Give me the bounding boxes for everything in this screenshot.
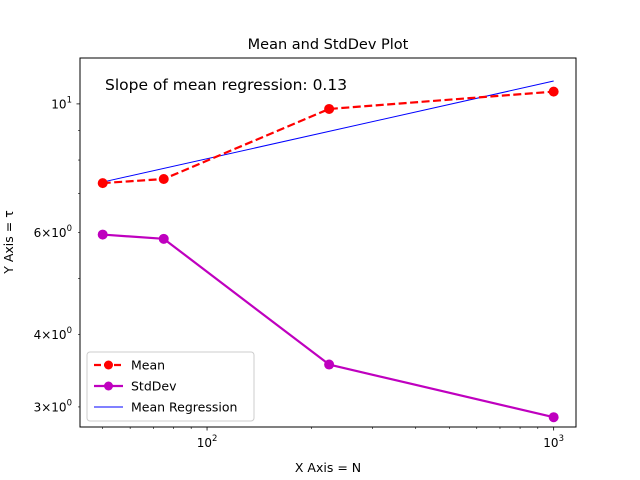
mean-series-line (102, 90, 554, 185)
slope-annotation: Slope of mean regression: 0.13 (105, 76, 347, 94)
legend-label-stddev: StdDev (131, 379, 177, 394)
y-tick-label: 4×100 (34, 326, 72, 342)
x-tick-label: 102 (197, 434, 218, 450)
legend-label-mean: Mean (131, 358, 165, 373)
mean-data-point (548, 86, 559, 97)
legend-box (86, 351, 255, 422)
legend: Mean StdDev Mean Regression (86, 351, 255, 422)
legend-label-mean-regression: Mean Regression (131, 400, 237, 415)
mean-data-point (324, 103, 335, 114)
mean-data-point (97, 178, 108, 189)
series-layer (97, 80, 559, 423)
y-axis-label: Y Axis = τ (1, 210, 16, 275)
chart-title: Mean and StdDev Plot (248, 37, 409, 53)
x-axis-label: X Axis = N (295, 460, 361, 475)
legend-marker-mean (104, 360, 113, 370)
x-tick-label: 103 (543, 434, 564, 450)
mean-data-point (158, 174, 169, 184)
mean-regression-series-line (102, 80, 554, 183)
legend-marker-stddev (104, 381, 113, 391)
y-tick-label: 6×100 (34, 224, 72, 240)
y-tick-label: 3×100 (34, 398, 72, 414)
stddev-data-point (97, 229, 108, 240)
y-tick-label: 101 (51, 95, 72, 111)
stddev-data-point (158, 233, 169, 244)
axes-layer: 102 103 3×100 4×100 6×100 101 (34, 57, 577, 450)
axes-frame (79, 57, 577, 428)
stddev-data-point (324, 359, 335, 370)
stddev-series-line (102, 233, 554, 419)
stddev-data-point (548, 412, 559, 423)
